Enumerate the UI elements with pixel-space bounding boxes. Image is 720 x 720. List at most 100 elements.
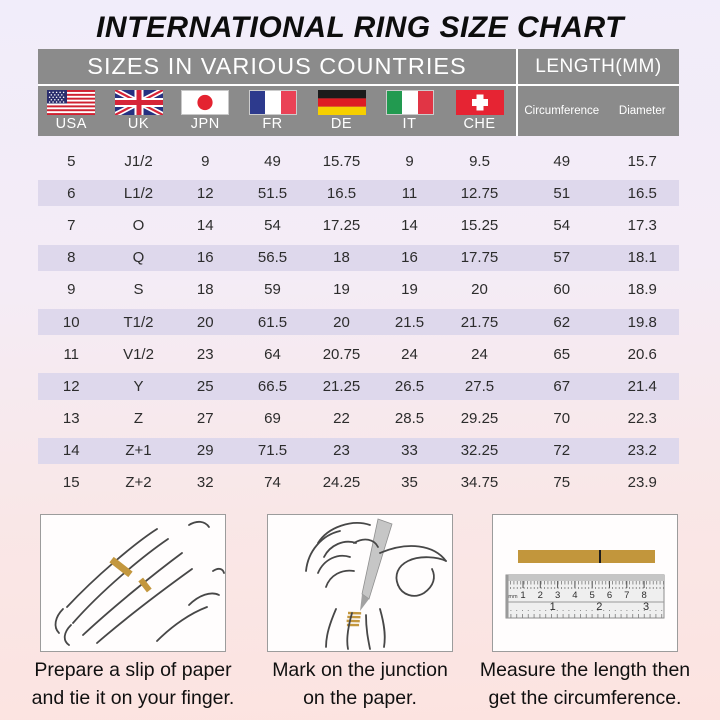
- table-row: 13 Z 27 69 22 28.5 29.25 70 22.3: [38, 403, 679, 435]
- column-label-fr: FR: [262, 116, 283, 132]
- cell-diameter: 19.8: [627, 313, 657, 331]
- column-label-it: IT: [402, 116, 417, 132]
- cell-jpn: 14: [196, 216, 214, 234]
- cell-che: 27.5: [464, 377, 495, 395]
- france-flag-icon: [248, 90, 297, 115]
- column-header-diameter: Diameter: [618, 105, 666, 117]
- cell-jpn: 12: [196, 184, 214, 202]
- cell-circumference: 70: [553, 410, 571, 428]
- ruler-cm-5: 5: [590, 590, 595, 601]
- cell-it: 19: [401, 281, 418, 299]
- cell-usa: 10: [62, 313, 80, 331]
- cell-che: 34.75: [460, 474, 499, 492]
- cell-de: 20.75: [322, 345, 361, 363]
- cell-jpn: 20: [196, 313, 214, 331]
- instruction-caption-2: Mark on the junction on the paper.: [235, 657, 485, 712]
- cell-diameter: 18.1: [627, 249, 657, 267]
- cell-de: 21.25: [322, 377, 361, 395]
- column-header-uk: UK: [105, 86, 173, 136]
- germany-flag-icon: [317, 90, 366, 115]
- cell-circumference: 54: [553, 216, 571, 234]
- cell-circumference: 75: [553, 474, 571, 492]
- instruction-figure-3: mm 1 2 3 4 5 6 7 8 1 2 3: [492, 514, 678, 652]
- ruler-measurement-illustration: mm 1 2 3 4 5 6 7 8 1 2 3: [505, 550, 665, 619]
- japan-flag-icon: [181, 90, 230, 115]
- column-label-de: DE: [330, 116, 353, 132]
- ruler-cm-7: 7: [624, 590, 629, 601]
- cell-fr: 54: [264, 216, 281, 234]
- cell-de: 23: [333, 442, 350, 460]
- ruler-cm-2: 2: [538, 590, 543, 601]
- cell-de: 18: [333, 249, 350, 267]
- ruler-cm-3: 3: [555, 590, 560, 601]
- cell-uk: T1/2: [123, 313, 154, 331]
- cell-che: 15.25: [460, 216, 499, 234]
- column-label-jpn: JPN: [190, 116, 220, 132]
- instruction-figure-1: [40, 514, 226, 652]
- cell-diameter: 23.2: [627, 442, 657, 460]
- length-subheaders: Circumference Diameter: [518, 86, 679, 136]
- cell-uk: O: [132, 216, 145, 234]
- cell-usa: 13: [62, 410, 80, 428]
- cell-de: 16.5: [326, 184, 357, 202]
- cell-che: 9.5: [469, 152, 490, 170]
- cell-usa: 5: [67, 152, 76, 170]
- cell-fr: 69: [264, 410, 281, 428]
- cell-de: 24.25: [322, 474, 361, 492]
- cell-uk: Z: [133, 410, 144, 428]
- cell-diameter: 20.6: [627, 345, 657, 363]
- cell-usa: 7: [67, 216, 76, 234]
- column-header-de: DE: [307, 86, 376, 136]
- cell-fr: 64: [264, 345, 281, 363]
- column-header-it: IT: [376, 86, 443, 136]
- cell-de: 20: [333, 313, 350, 331]
- table-header: SIZES IN VARIOUS COUNTRIES LENGTH(MM): [38, 49, 679, 136]
- column-header-che: CHE: [443, 86, 516, 136]
- table-row: 6 L1/2 12 51.5 16.5 11 12.75 51 16.5: [38, 177, 679, 209]
- column-label-uk: UK: [127, 116, 150, 132]
- cell-che: 32.25: [460, 442, 499, 460]
- cell-jpn: 23: [196, 345, 214, 363]
- cell-it: 9: [405, 152, 414, 170]
- size-table-body: 5 J1/2 9 49 15.75 9 9.5 49 15.7 6 L1/2 1…: [38, 145, 679, 499]
- cell-it: 24: [401, 345, 418, 363]
- table-row: 14 Z+1 29 71.5 23 33 32.25 72 23.2: [38, 435, 679, 467]
- cell-jpn: 9: [201, 152, 210, 170]
- ruler-inch-3: 3: [643, 601, 649, 613]
- table-row: 10 T1/2 20 61.5 20 21.5 21.75 62 19.8: [38, 306, 679, 338]
- cell-de: 22: [333, 410, 350, 428]
- cell-diameter: 22.3: [627, 410, 657, 428]
- cell-it: 28.5: [394, 410, 425, 428]
- cell-fr: 49: [264, 152, 281, 170]
- ruler-cm-1: 1: [520, 590, 525, 601]
- cell-circumference: 51: [553, 184, 571, 202]
- cell-de: 17.25: [322, 216, 361, 234]
- cell-fr: 51.5: [257, 184, 288, 202]
- cell-it: 26.5: [394, 377, 425, 395]
- usa-flag-icon: [47, 90, 96, 115]
- cell-diameter: 15.7: [627, 152, 657, 170]
- ruler: mm 1 2 3 4 5 6 7 8 1 2 3: [505, 574, 665, 619]
- caption-line: Mark on the junction: [272, 659, 448, 681]
- cell-uk: Q: [132, 249, 145, 267]
- cell-uk: Y: [133, 377, 144, 395]
- cell-jpn: 25: [196, 377, 214, 395]
- instruction-caption-3: Measure the length then get the circumfe…: [460, 657, 710, 712]
- cell-fr: 56.5: [257, 249, 288, 267]
- cell-circumference: 57: [553, 249, 571, 267]
- column-header-circumference: Circumference: [524, 105, 600, 117]
- cell-uk: S: [133, 281, 144, 299]
- caption-line: and tie it on your finger.: [31, 686, 235, 709]
- column-label-usa: USA: [55, 116, 87, 132]
- uk-flag-icon: [114, 90, 163, 115]
- cell-che: 21.75: [460, 313, 499, 331]
- cell-jpn: 27: [196, 410, 214, 428]
- cell-diameter: 18.9: [627, 281, 657, 299]
- cell-de: 15.75: [322, 152, 361, 170]
- pen-mark: [599, 550, 601, 563]
- cell-fr: 66.5: [257, 377, 288, 395]
- cell-uk: Z+2: [125, 474, 152, 492]
- caption-line: Prepare a slip of paper: [34, 659, 232, 681]
- caption-line: get the circumference.: [488, 686, 682, 709]
